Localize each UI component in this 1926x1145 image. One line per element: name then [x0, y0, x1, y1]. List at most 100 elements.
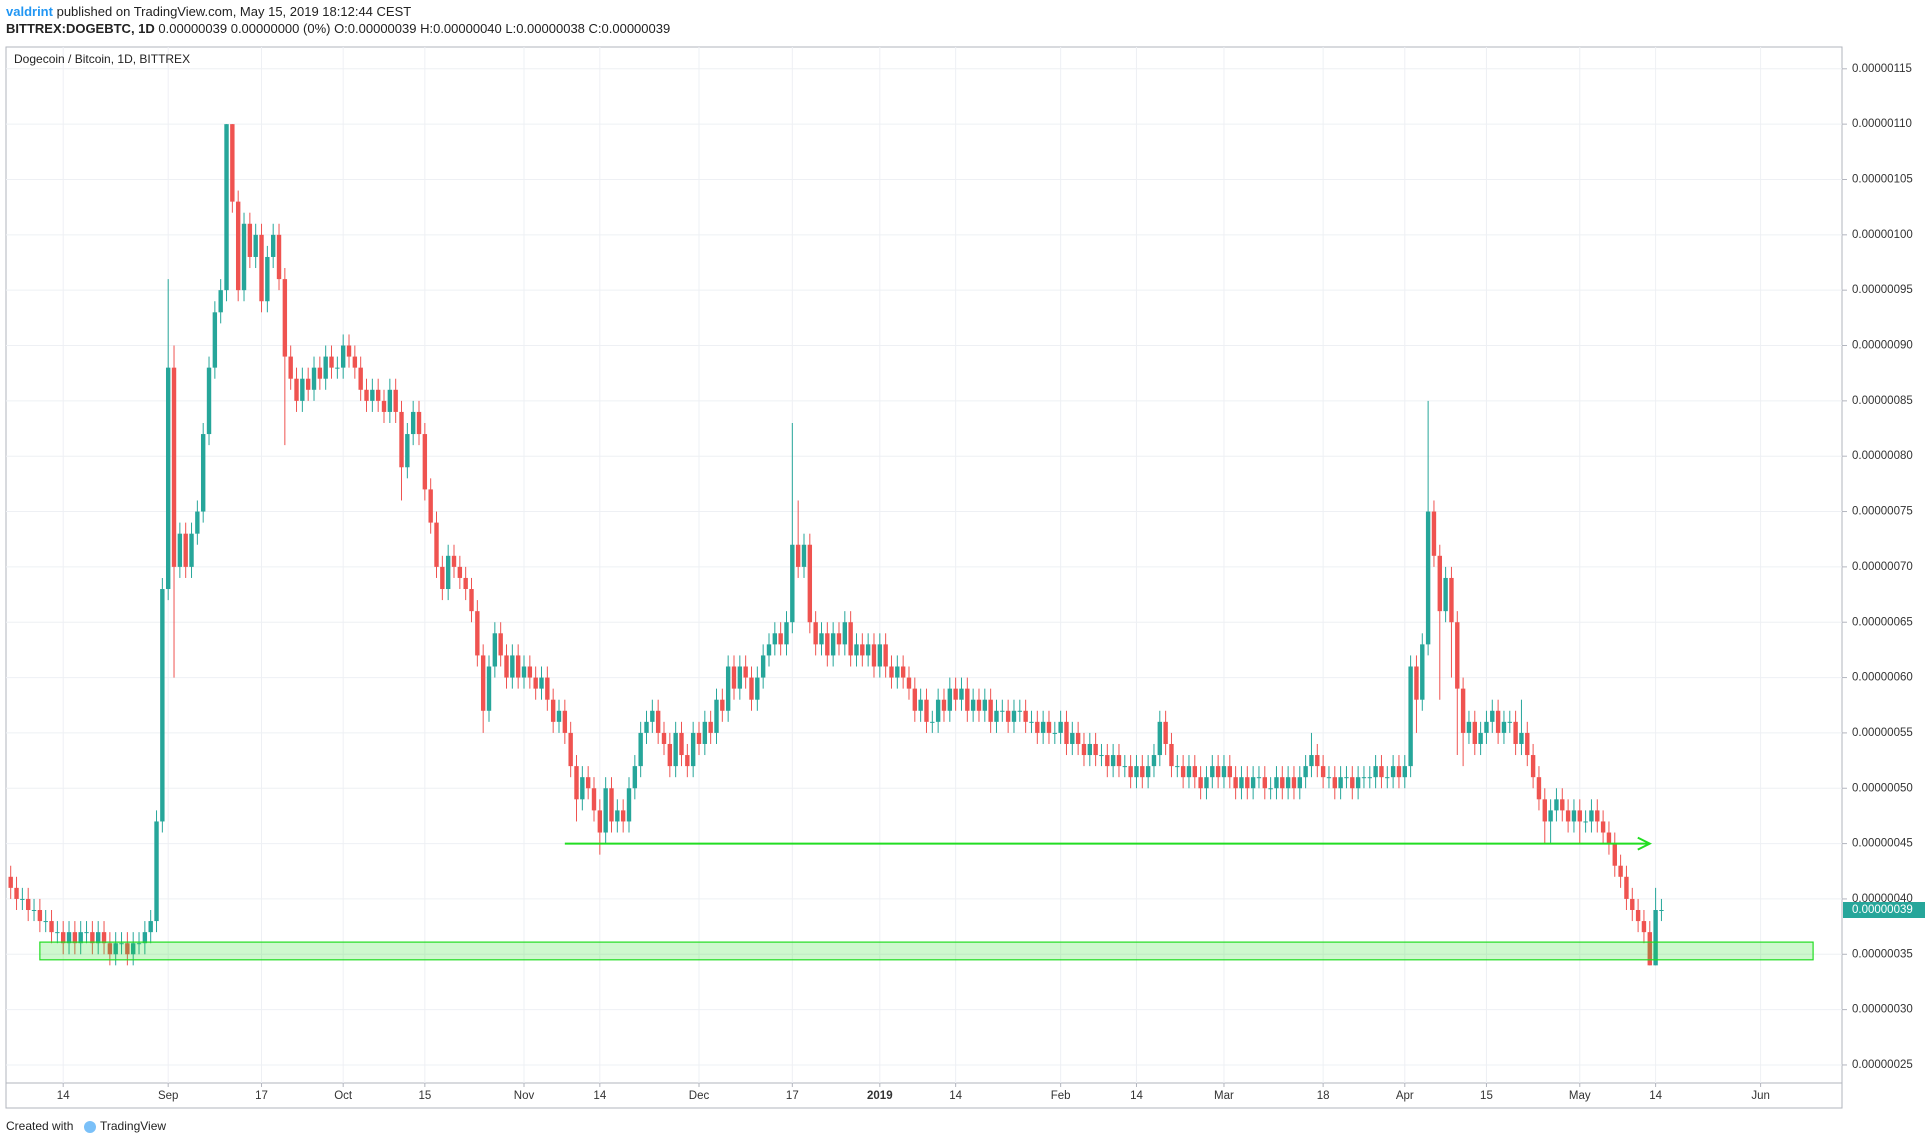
- candle-body: [142, 932, 148, 944]
- author[interactable]: valdrint: [6, 4, 54, 19]
- x-tick-label: Dec: [689, 1090, 710, 1102]
- candle-body: [574, 766, 579, 800]
- candle-body: [1169, 743, 1174, 767]
- candle-body: [620, 810, 626, 822]
- candle-body: [1110, 755, 1116, 767]
- candle-body: [1390, 766, 1396, 778]
- symbol: BITTREX:DOGEBTC, 1D: [6, 21, 155, 36]
- candle-body: [830, 633, 836, 656]
- candle-body: [760, 655, 766, 678]
- candle-body: [247, 223, 253, 257]
- candle-body: [1332, 777, 1337, 789]
- candle-body: [1396, 766, 1402, 778]
- candle-body: [90, 932, 95, 944]
- candle-body: [1472, 721, 1477, 744]
- candle-body: [230, 124, 235, 202]
- candle-body: [457, 566, 463, 578]
- candle-body: [912, 688, 918, 711]
- candle-body: [766, 644, 772, 656]
- y-tick-label: 0.00000110: [1852, 118, 1912, 130]
- candle-body: [381, 400, 387, 412]
- candle-body: [60, 932, 66, 944]
- candle-body: [154, 821, 159, 922]
- candle-body: [813, 622, 818, 645]
- y-tick-label: 0.00000080: [1852, 450, 1913, 462]
- candle-body: [358, 367, 363, 390]
- candle-body: [1618, 865, 1623, 877]
- candle-body: [1478, 732, 1483, 744]
- candle-body: [1460, 688, 1466, 733]
- candle-body: [778, 633, 783, 645]
- candle-body: [685, 755, 690, 767]
- candle-body: [801, 544, 807, 567]
- candle-body: [1297, 777, 1302, 789]
- candle-body: [1122, 766, 1128, 768]
- candle-body: [848, 622, 853, 656]
- y-tick-label: 0.00000095: [1852, 284, 1913, 296]
- candle-body: [1600, 821, 1606, 833]
- candle-body: [189, 533, 194, 567]
- candle-body: [1134, 766, 1139, 778]
- candle-body: [1180, 766, 1186, 778]
- y-tick-label: 0.00000030: [1852, 1004, 1913, 1016]
- candle-body: [924, 699, 929, 722]
- candle-body: [1589, 810, 1594, 822]
- candle-body: [1280, 777, 1285, 789]
- candle-body: [1513, 721, 1518, 744]
- candle-body: [725, 666, 731, 711]
- candle-body: [632, 766, 638, 789]
- candle-body: [136, 943, 142, 945]
- candle-body: [113, 943, 118, 955]
- candle-body: [906, 677, 912, 689]
- candle-body: [568, 732, 573, 767]
- candle-body: [1145, 766, 1151, 778]
- candle-body: [1402, 766, 1407, 778]
- candle-body: [300, 378, 305, 401]
- candle-body: [1245, 777, 1250, 789]
- candle-body: [200, 434, 206, 512]
- candle-body: [877, 644, 883, 667]
- candle-body: [1455, 622, 1460, 689]
- candle-body: [1099, 755, 1104, 757]
- header-line-1: valdrint published on TradingView.com, M…: [6, 4, 411, 19]
- candle-body: [982, 699, 988, 711]
- x-tick-label: Oct: [334, 1090, 353, 1102]
- candle-body: [1443, 577, 1448, 612]
- candle-body: [66, 932, 72, 944]
- candle-body: [195, 511, 200, 534]
- candle-body: [1425, 511, 1431, 645]
- candle-body: [533, 677, 538, 689]
- candle-body: [1070, 732, 1075, 744]
- candle-body: [1309, 755, 1314, 767]
- candle-body: [825, 633, 830, 656]
- candle-body: [667, 743, 673, 767]
- footer-brand[interactable]: TradingView: [100, 1119, 166, 1133]
- candle-body: [1221, 766, 1227, 778]
- candle-body: [119, 943, 124, 945]
- candle-body: [1192, 766, 1197, 778]
- candle-body: [1612, 843, 1617, 866]
- y-tick-label: 0.00000115: [1852, 63, 1912, 75]
- candle-body: [1227, 766, 1232, 778]
- candle-body: [650, 710, 655, 722]
- candle-body: [311, 367, 317, 390]
- candle-body: [1408, 666, 1413, 767]
- candle-body: [1571, 810, 1577, 822]
- candle-body: [422, 434, 428, 490]
- candle-body: [323, 356, 328, 379]
- candle-body: [918, 699, 923, 711]
- candle-body: [1081, 743, 1087, 756]
- candle-body: [1484, 721, 1489, 733]
- candle-body: [644, 721, 649, 733]
- candle-body: [1630, 898, 1635, 911]
- candle-body: [1023, 710, 1028, 722]
- candle-body: [819, 633, 824, 645]
- last-price-label: 0.00000039: [1852, 904, 1913, 916]
- candle-body: [1420, 644, 1425, 700]
- candle-body: [1641, 921, 1647, 933]
- candle-body: [1355, 777, 1361, 789]
- candle-body: [615, 810, 620, 822]
- candle-body: [1291, 777, 1297, 789]
- x-tick-label: 17: [255, 1090, 268, 1102]
